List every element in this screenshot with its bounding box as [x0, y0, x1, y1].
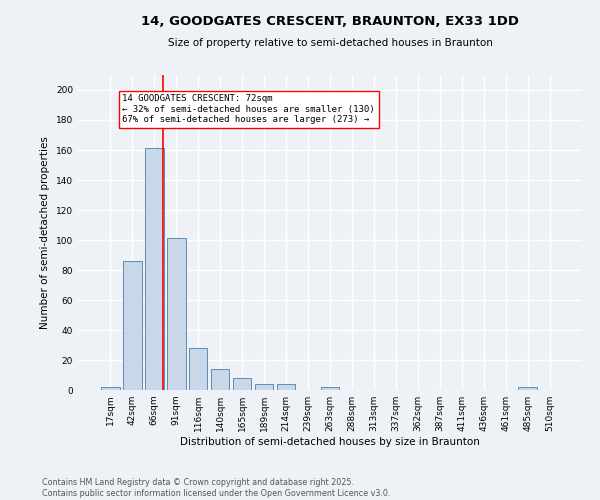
Bar [211, 369, 229, 390]
Bar [189, 348, 208, 390]
Y-axis label: Number of semi-detached properties: Number of semi-detached properties [40, 136, 50, 329]
Text: Contains HM Land Registry data © Crown copyright and database right 2025.
Contai: Contains HM Land Registry data © Crown c… [42, 478, 391, 498]
Text: 14, GOODGATES CRESCENT, BRAUNTON, EX33 1DD: 14, GOODGATES CRESCENT, BRAUNTON, EX33 1… [141, 15, 519, 28]
Text: 14 GOODGATES CRESCENT: 72sqm
← 32% of semi-detached houses are smaller (130)
67%: 14 GOODGATES CRESCENT: 72sqm ← 32% of se… [122, 94, 375, 124]
Bar [320, 387, 340, 390]
Bar [167, 238, 185, 390]
Bar [233, 378, 251, 390]
Bar [518, 387, 537, 390]
Bar [145, 148, 164, 390]
Bar [101, 387, 119, 390]
Bar [255, 384, 274, 390]
Text: Size of property relative to semi-detached houses in Braunton: Size of property relative to semi-detach… [167, 38, 493, 48]
X-axis label: Distribution of semi-detached houses by size in Braunton: Distribution of semi-detached houses by … [180, 437, 480, 447]
Bar [123, 261, 142, 390]
Bar [277, 384, 295, 390]
